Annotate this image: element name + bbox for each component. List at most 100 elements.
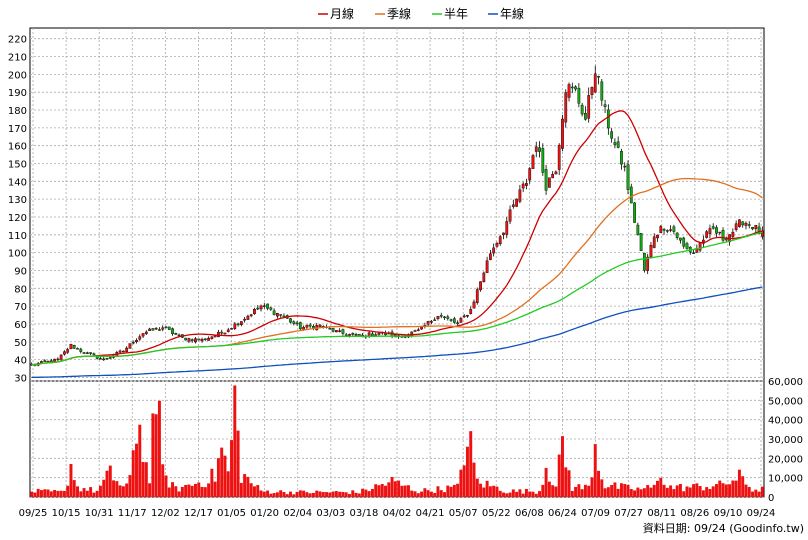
price-tick-label: 200: [8, 70, 27, 81]
candle-body-up: [276, 313, 279, 317]
candle-body-down: [675, 232, 679, 238]
volume-bar: [482, 487, 486, 497]
candle: [505, 216, 509, 239]
candle: [587, 87, 591, 123]
candle: [669, 225, 672, 233]
candle: [187, 337, 191, 344]
candle-body-down: [597, 76, 600, 78]
volume-bar: [610, 485, 614, 497]
candle-body-up: [462, 315, 466, 318]
price-tick-label: 150: [8, 159, 27, 170]
candle: [564, 89, 568, 128]
volume-bar: [92, 492, 96, 497]
candle: [705, 229, 709, 239]
volume-bar: [256, 485, 260, 497]
candle: [639, 233, 643, 252]
volume-bar: [685, 486, 689, 497]
x-tick-label: 05/07: [449, 508, 478, 519]
candle: [590, 86, 594, 100]
volume-bar: [164, 475, 168, 497]
candle: [600, 79, 604, 106]
volume-bar: [705, 487, 709, 497]
candle-body-down: [256, 307, 260, 310]
volume-bar: [606, 487, 610, 497]
candle: [659, 225, 663, 234]
candle-body-up: [587, 95, 591, 119]
volume-bar: [243, 474, 247, 497]
legend-label: 年線: [500, 6, 524, 21]
candle: [682, 236, 686, 249]
candle-body-up: [718, 231, 722, 234]
volume-bar: [121, 486, 125, 497]
volume-bar: [56, 490, 60, 497]
candle-body-down: [672, 226, 676, 232]
candle: [338, 328, 342, 333]
ma-halfyear-line: [31, 231, 763, 366]
volume-bar: [508, 492, 512, 497]
volume-tick-label: 30,000: [768, 435, 803, 446]
candle-body-down: [184, 337, 188, 341]
volume-bar: [387, 482, 391, 497]
candle: [538, 141, 541, 158]
candle: [79, 347, 83, 354]
legend-label: 季線: [387, 6, 411, 21]
volume-bar: [354, 492, 358, 497]
volume-bar: [374, 484, 378, 497]
candle: [276, 312, 279, 319]
candle-body-up: [561, 118, 564, 149]
volume-bar: [443, 492, 446, 497]
x-tick-label: 09/25: [19, 508, 48, 519]
volume-bar: [305, 492, 309, 497]
candle: [334, 330, 338, 333]
volume-bar: [678, 484, 682, 497]
candle: [489, 250, 492, 261]
candle-body-down: [269, 307, 273, 310]
candle: [554, 170, 558, 175]
volume-bar: [298, 490, 302, 497]
volume-bar: [636, 487, 640, 497]
volume-bar: [295, 491, 299, 497]
candle: [531, 153, 535, 169]
volume-bar: [325, 492, 329, 497]
volume-bar: [400, 485, 404, 497]
volume-bar: [597, 470, 600, 497]
volume-bar: [462, 465, 466, 497]
volume-bar: [390, 476, 394, 497]
candle-body-up: [515, 198, 518, 207]
volume-bar: [125, 483, 129, 497]
candle-body-up: [495, 243, 499, 247]
candle: [708, 224, 712, 239]
candle-body-down: [292, 321, 296, 324]
volume-bar: [131, 450, 135, 497]
candle-body-down: [190, 339, 194, 341]
candle: [449, 318, 453, 323]
candle: [475, 287, 479, 305]
candle: [292, 320, 296, 326]
volume-bar: [479, 483, 483, 497]
candle-body-up: [59, 354, 63, 360]
volume-bar: [715, 484, 718, 497]
volume-bar: [616, 488, 620, 497]
volume-bar: [76, 486, 79, 497]
candle: [515, 198, 518, 207]
candle: [249, 313, 253, 318]
candle-body-up: [521, 183, 525, 189]
volume-bar: [315, 490, 319, 497]
x-tick-label: 12/17: [184, 508, 213, 519]
candle-body-up: [367, 332, 371, 337]
volume-bar: [348, 494, 351, 497]
volume-bar: [180, 487, 184, 497]
volume-bar: [118, 485, 122, 497]
volume-bar: [331, 491, 335, 497]
volume-bar: [393, 481, 397, 497]
candle: [272, 308, 276, 316]
candle: [456, 320, 460, 326]
volume-bar: [619, 483, 623, 497]
volume-bar: [669, 485, 673, 497]
volume-bar: [154, 414, 158, 497]
candle-body-down: [92, 353, 96, 356]
candle: [574, 85, 577, 92]
candle-body-down: [544, 169, 548, 191]
volume-bar: [613, 482, 617, 497]
candle-body-up: [479, 281, 482, 291]
